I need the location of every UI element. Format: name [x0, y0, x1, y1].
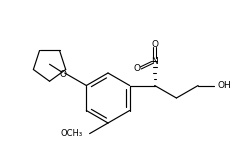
Text: OH: OH: [217, 81, 231, 90]
Text: OCH₃: OCH₃: [60, 129, 83, 138]
Text: O: O: [134, 63, 141, 73]
Text: O: O: [59, 70, 66, 78]
Text: O: O: [151, 40, 158, 49]
Text: N: N: [151, 57, 158, 66]
